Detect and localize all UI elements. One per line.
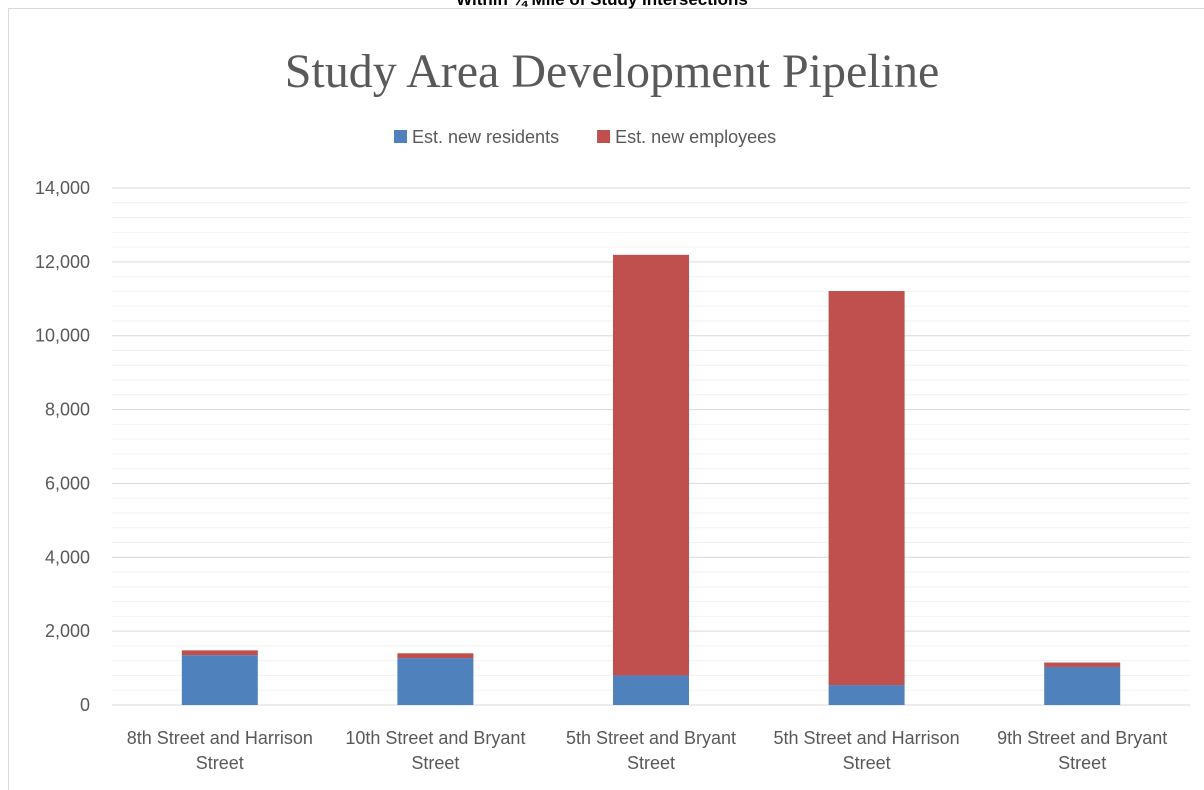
y-tick-label: 14,000 xyxy=(35,178,90,198)
y-tick-label: 4,000 xyxy=(45,547,90,567)
bar-segment xyxy=(828,685,905,705)
bar-segment xyxy=(613,254,689,676)
x-tick-label: 10th Street and Bryant Street xyxy=(345,728,525,773)
y-tick-label: 2,000 xyxy=(45,621,90,641)
x-tick-label: 5th Street and Bryant Street xyxy=(566,728,736,773)
caption: Within ¼ Mile of Study Intersections xyxy=(456,0,748,9)
chart-title: Study Area Development Pipeline xyxy=(285,45,940,98)
legend-swatch xyxy=(597,130,611,143)
x-tick-label: 8th Street and Harrison Street xyxy=(127,728,313,773)
legend-label: Est. new residents xyxy=(412,127,559,147)
bar-segment xyxy=(397,653,474,659)
bar-segment xyxy=(181,655,258,705)
y-tick-label: 6,000 xyxy=(45,473,90,493)
x-tick-label: 5th Street and Harrison Street xyxy=(774,728,960,773)
y-tick-label: 12,000 xyxy=(35,252,90,272)
bar-segment xyxy=(613,675,689,705)
legend-swatch xyxy=(394,130,407,143)
y-tick-label: 8,000 xyxy=(45,400,90,420)
bar-segment xyxy=(181,650,258,656)
bar-segment xyxy=(1044,662,1121,667)
y-tick-label: 0 xyxy=(80,695,90,715)
legend-label: Est. new employees xyxy=(615,127,776,147)
x-tick-label: 9th Street and Bryant Street xyxy=(997,728,1167,773)
bar-segment xyxy=(397,658,474,705)
bar-segment xyxy=(1044,666,1121,705)
bar-segment xyxy=(828,291,905,686)
y-tick-label: 10,000 xyxy=(35,326,90,346)
